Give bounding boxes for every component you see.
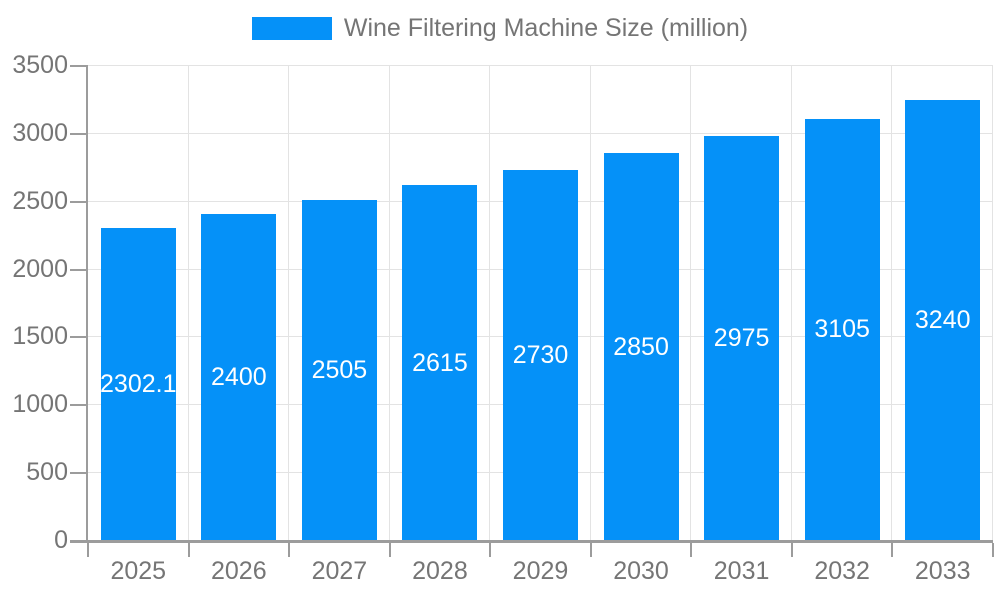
bar-value-label: 2505 <box>311 356 368 385</box>
x-axis-tick <box>790 543 793 557</box>
gridline-h <box>88 65 993 66</box>
y-axis-label: 3500 <box>12 51 68 79</box>
gridline-v <box>388 65 390 540</box>
x-axis-tick <box>690 543 693 557</box>
bar-value-label: 2975 <box>713 324 770 353</box>
bar-value-label: 2400 <box>211 363 267 392</box>
y-axis-tick <box>70 404 88 407</box>
x-axis-label: 2031 <box>713 557 770 585</box>
y-axis-line <box>86 65 88 543</box>
y-axis-tick <box>70 132 88 135</box>
x-axis-tick <box>388 543 391 557</box>
y-axis-label: 1000 <box>12 390 68 419</box>
bar[interactable]: 2615 <box>402 185 478 540</box>
y-axis-tick <box>70 200 88 203</box>
y-axis-label: 2500 <box>12 186 68 215</box>
bar-value-label: 2615 <box>412 348 468 377</box>
x-axis-tick <box>992 543 994 557</box>
gridline-v <box>187 65 189 540</box>
y-axis-tick <box>70 472 88 475</box>
x-axis-label: 2029 <box>512 557 569 585</box>
gridline-v <box>992 65 993 540</box>
x-axis-label: 2033 <box>914 557 971 585</box>
gridline-v <box>891 65 893 540</box>
x-axis-line <box>70 540 993 543</box>
x-axis-tick <box>891 543 894 557</box>
bar[interactable]: 3240 <box>905 100 981 540</box>
gridline-v <box>790 65 792 540</box>
bar[interactable]: 2505 <box>301 200 377 540</box>
y-axis-tick <box>70 540 88 542</box>
bar[interactable]: 3105 <box>804 118 880 540</box>
x-axis-tick <box>489 543 492 557</box>
x-axis-label: 2027 <box>311 557 368 585</box>
bar[interactable]: 2730 <box>503 169 578 540</box>
bar-value-label: 3240 <box>914 306 971 335</box>
chart-legend[interactable]: Wine Filtering Machine Size (million) <box>0 8 1000 48</box>
x-axis-label: 2025 <box>110 557 167 585</box>
y-axis-label: 3000 <box>12 118 68 147</box>
legend-label: Wine Filtering Machine Size (million) <box>343 14 749 42</box>
legend-swatch <box>251 16 332 40</box>
x-axis-label: 2026 <box>211 557 267 585</box>
x-axis-tick <box>589 543 592 557</box>
y-axis-label: 500 <box>26 458 68 487</box>
bar-value-label: 3105 <box>814 315 870 344</box>
gridline-v <box>288 65 290 540</box>
gridline-v <box>589 65 591 540</box>
bar-value-label: 2850 <box>613 332 669 361</box>
y-axis-tick <box>70 268 88 271</box>
y-axis-label: 2000 <box>12 254 68 283</box>
x-axis-label: 2030 <box>613 557 669 585</box>
gridline-v <box>690 65 692 540</box>
gridline-h <box>88 132 993 134</box>
x-axis-tick <box>187 543 190 557</box>
x-axis-tick <box>288 543 291 557</box>
x-axis-label: 2032 <box>814 557 870 585</box>
gridline-v <box>489 65 491 540</box>
bar-value-label: 2302.1 <box>100 369 177 398</box>
y-axis-label: 0 <box>54 526 68 554</box>
x-axis-label: 2028 <box>412 557 468 585</box>
x-axis-tick <box>87 543 89 557</box>
y-axis-tick <box>70 336 88 339</box>
bar[interactable]: 2975 <box>704 136 780 540</box>
y-axis-tick <box>70 65 88 67</box>
y-axis-label: 1500 <box>12 322 68 351</box>
bar[interactable]: 2302.1 <box>100 227 177 540</box>
plot-area: 2302.1 2400 2505 2615 2730 2850 2975 3105 3240 <box>88 65 993 540</box>
bar[interactable]: 2850 <box>603 153 679 540</box>
bar-value-label: 2730 <box>512 340 569 369</box>
bar[interactable]: 2400 <box>201 214 277 540</box>
